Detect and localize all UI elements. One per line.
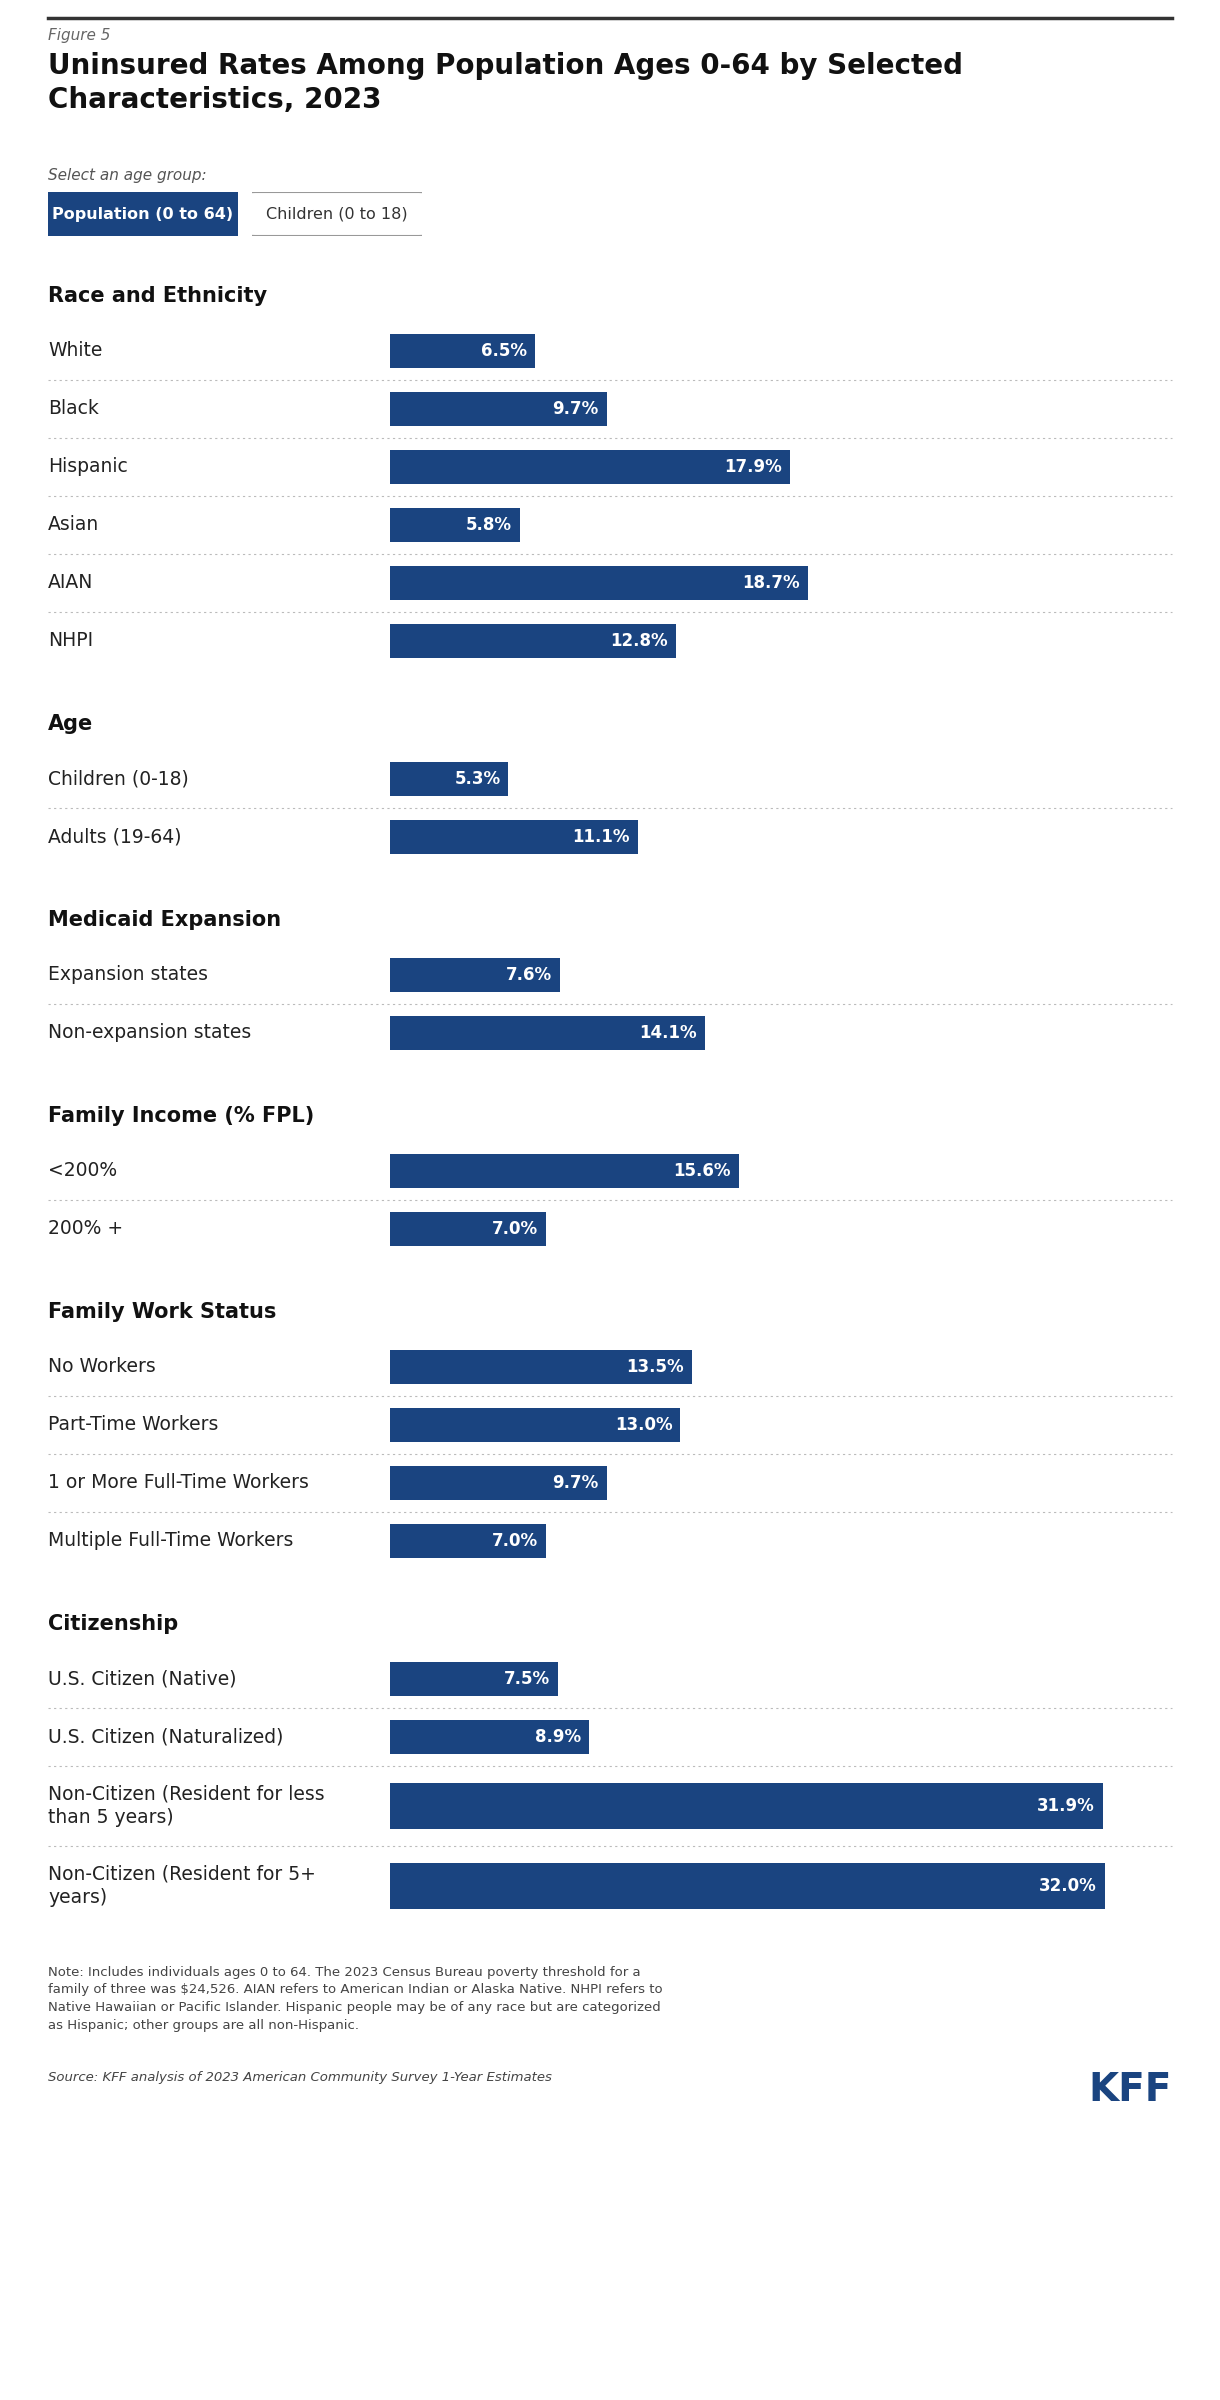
Text: 13.5%: 13.5%: [626, 1358, 683, 1375]
Text: Citizenship: Citizenship: [48, 1613, 178, 1634]
Text: 7.6%: 7.6%: [505, 965, 551, 984]
Text: Family Income (% FPL): Family Income (% FPL): [48, 1106, 315, 1126]
Text: Asian: Asian: [48, 516, 99, 535]
Text: Race and Ethnicity: Race and Ethnicity: [48, 286, 267, 305]
Text: 5.3%: 5.3%: [454, 770, 500, 787]
Text: NHPI: NHPI: [48, 631, 93, 650]
Text: Note: Includes individuals ages 0 to 64. The 2023 Census Bureau poverty threshol: Note: Includes individuals ages 0 to 64.…: [48, 1966, 662, 2030]
Text: Uninsured Rates Among Population Ages 0-64 by Selected
Characteristics, 2023: Uninsured Rates Among Population Ages 0-…: [48, 53, 963, 113]
Text: 7.0%: 7.0%: [493, 1219, 538, 1238]
Text: Medicaid Expansion: Medicaid Expansion: [48, 910, 281, 929]
Text: 7.0%: 7.0%: [493, 1531, 538, 1550]
Text: 9.7%: 9.7%: [553, 1474, 599, 1493]
Text: 5.8%: 5.8%: [466, 516, 511, 533]
Text: 32.0%: 32.0%: [1039, 1877, 1097, 1896]
Text: Children (0 to 18): Children (0 to 18): [266, 206, 407, 221]
Text: Part-Time Workers: Part-Time Workers: [48, 1416, 218, 1435]
Text: Source: KFF analysis of 2023 American Community Survey 1-Year Estimates: Source: KFF analysis of 2023 American Co…: [48, 2071, 551, 2083]
Text: White: White: [48, 341, 102, 360]
FancyBboxPatch shape: [246, 192, 427, 235]
Text: Non-Citizen (Resident for 5+
years): Non-Citizen (Resident for 5+ years): [48, 1865, 316, 1908]
Text: No Workers: No Workers: [48, 1358, 156, 1378]
Text: Adults (19-64): Adults (19-64): [48, 828, 182, 847]
Text: 14.1%: 14.1%: [639, 1025, 697, 1042]
Text: Select an age group:: Select an age group:: [48, 168, 206, 182]
Text: Age: Age: [48, 715, 93, 734]
Text: 9.7%: 9.7%: [553, 401, 599, 418]
Text: Non-expansion states: Non-expansion states: [48, 1022, 251, 1042]
Text: Expansion states: Expansion states: [48, 965, 207, 984]
Text: 18.7%: 18.7%: [742, 574, 800, 593]
Text: Hispanic: Hispanic: [48, 458, 128, 478]
Text: 8.9%: 8.9%: [534, 1728, 581, 1747]
Text: Children (0-18): Children (0-18): [48, 770, 189, 790]
Text: 15.6%: 15.6%: [673, 1162, 731, 1181]
Text: KFF: KFF: [1088, 2071, 1172, 2110]
Text: 17.9%: 17.9%: [725, 458, 782, 475]
Text: AIAN: AIAN: [48, 574, 94, 593]
Text: Multiple Full-Time Workers: Multiple Full-Time Workers: [48, 1531, 293, 1550]
Text: 13.0%: 13.0%: [615, 1416, 672, 1433]
Text: 6.5%: 6.5%: [481, 341, 527, 360]
Text: Population (0 to 64): Population (0 to 64): [52, 206, 233, 221]
Text: Figure 5: Figure 5: [48, 29, 111, 43]
Text: 7.5%: 7.5%: [504, 1670, 549, 1687]
Text: U.S. Citizen (Native): U.S. Citizen (Native): [48, 1670, 237, 1690]
Text: U.S. Citizen (Naturalized): U.S. Citizen (Naturalized): [48, 1728, 283, 1747]
Text: <200%: <200%: [48, 1162, 117, 1181]
Text: Black: Black: [48, 398, 99, 418]
Text: 1 or More Full-Time Workers: 1 or More Full-Time Workers: [48, 1474, 309, 1493]
Text: 200% +: 200% +: [48, 1219, 123, 1238]
FancyBboxPatch shape: [39, 190, 248, 238]
Text: 11.1%: 11.1%: [572, 828, 630, 845]
Text: Non-Citizen (Resident for less
than 5 years): Non-Citizen (Resident for less than 5 ye…: [48, 1786, 325, 1826]
Text: Family Work Status: Family Work Status: [48, 1301, 277, 1322]
Text: 12.8%: 12.8%: [610, 631, 669, 650]
Text: 31.9%: 31.9%: [1037, 1798, 1094, 1814]
